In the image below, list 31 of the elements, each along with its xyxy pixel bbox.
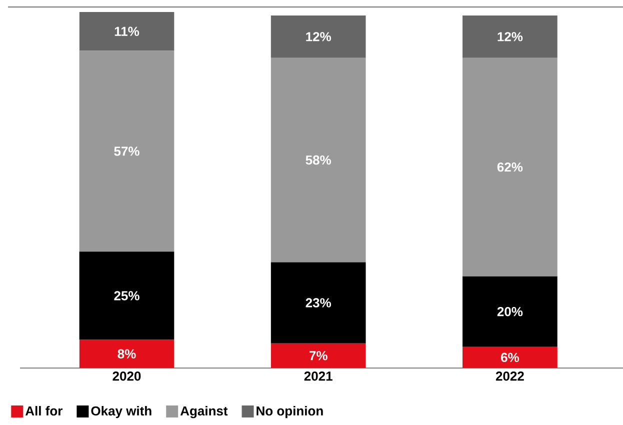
bar [79,50,174,252]
data-label: 62% [497,162,523,172]
data-label: 12% [306,32,332,42]
bar [462,58,558,276]
x-tick-label: 2022 [496,372,524,381]
legend-label: No opinion [256,406,323,418]
bar [270,262,366,344]
data-label: 7% [310,351,328,360]
data-label: 8% [118,349,136,358]
bar [270,58,366,262]
x-tick-label: 2021 [304,372,332,381]
bar [79,12,174,51]
bar [462,276,558,347]
data-label: 25% [114,291,140,300]
x-tick-label: 2020 [112,372,141,381]
bar [462,16,558,58]
data-label: 20% [497,306,523,316]
data-label: 23% [306,298,332,308]
bar [79,252,174,340]
data-label: 12% [498,32,523,42]
data-label: 6% [501,352,519,362]
data-label: 57% [114,146,140,156]
legend-label: Against [180,406,228,418]
bar [270,343,366,368]
bar [79,340,174,368]
bar [462,346,558,368]
bar [270,16,366,58]
data-label: 11% [114,26,140,36]
data-label: 58% [306,155,332,165]
legend-label: All for [25,406,62,416]
legend-label: Okay with [91,406,152,418]
